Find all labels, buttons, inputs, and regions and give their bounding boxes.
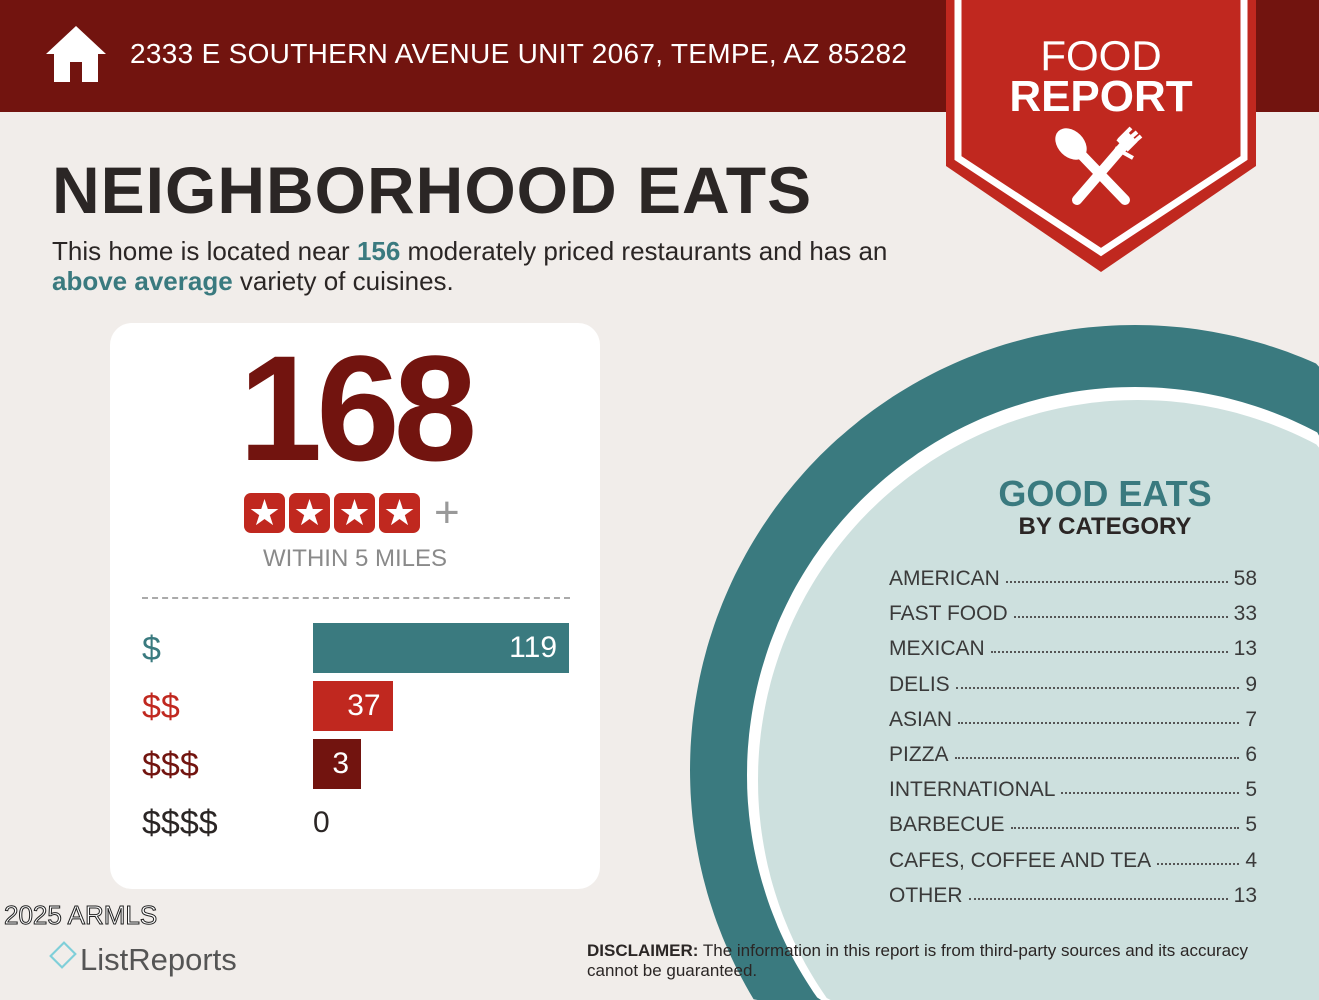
category-item: FAST FOOD 33 (889, 601, 1257, 627)
disclaimer: DISCLAIMER: The information in this repo… (587, 941, 1249, 980)
category-name: PIZZA (889, 743, 949, 766)
category-name: OTHER (889, 883, 963, 907)
listreports-logo: ListReports (49, 940, 237, 978)
category-count: 4 (1245, 848, 1257, 872)
price-tier-row: $119 (142, 623, 572, 673)
star-icon: ★ (244, 493, 285, 533)
price-tier-label: $$ (142, 688, 180, 726)
address: 2333 E SOUTHERN AVENUE UNIT 2067, TEMPE,… (130, 38, 908, 69)
star-icon: ★ (334, 493, 375, 533)
category-item: INTERNATIONAL 5 (889, 777, 1257, 803)
category-count: 6 (1245, 743, 1257, 766)
category-name: BARBECUE (889, 813, 1005, 837)
intro-text: This home is located near 156 moderately… (52, 236, 888, 296)
leader-dots (968, 897, 1228, 900)
leader-dots (1157, 862, 1240, 865)
category-item: DELIS 9 (889, 672, 1257, 698)
category-count: 13 (1233, 637, 1257, 661)
leader-dots (954, 757, 1240, 759)
leader-dots (1005, 581, 1228, 583)
category-item: CAFES, COFFEE AND TEA 4 (889, 848, 1257, 874)
price-tier-bar: 3 (313, 739, 361, 789)
leader-dots (990, 651, 1228, 654)
good-eats-subtitle: BY CATEGORY (1018, 513, 1192, 540)
circle-inner (758, 400, 1319, 1000)
star-icon: ★ (379, 493, 420, 533)
spoon-fork-icon (1055, 126, 1143, 205)
leader-dots (1061, 792, 1240, 795)
banner-line2: REPORT (1009, 72, 1193, 121)
category-name: AMERICAN (889, 567, 1000, 590)
star-icon: ★ (289, 493, 330, 533)
category-name: INTERNATIONAL (889, 778, 1056, 802)
plus-icon: + (434, 488, 460, 537)
logo-icon (49, 941, 77, 969)
leader-dots (1010, 827, 1240, 830)
category-name: MEXICAN (889, 637, 985, 661)
category-circle (690, 325, 1319, 1000)
category-count: 5 (1245, 778, 1257, 802)
category-item: ASIAN 7 (889, 707, 1257, 733)
banner-line1: FOOD (1040, 32, 1162, 79)
leader-dots (955, 686, 1240, 689)
price-tier-bar: 119 (313, 623, 569, 673)
category-count: 58 (1233, 567, 1257, 590)
good-eats-title: GOOD EATS (998, 473, 1212, 514)
page-title: NEIGHBORHOOD EATS (52, 153, 813, 227)
category-item: BARBECUE 5 (889, 812, 1257, 838)
category-count: 5 (1245, 813, 1257, 837)
category-count: 33 (1233, 602, 1257, 626)
category-item: MEXICAN 13 (889, 636, 1257, 662)
category-count: 13 (1233, 883, 1257, 907)
food-report-banner (946, 0, 1256, 272)
within-label: WITHIN 5 MILES (262, 545, 448, 572)
category-name: DELIS (889, 672, 950, 696)
house-icon (46, 26, 106, 82)
price-tier-value: 0 (313, 806, 330, 839)
leader-dots (1013, 616, 1228, 619)
category-name: CAFES, COFFEE AND TEA (889, 848, 1152, 872)
category-count: 7 (1245, 707, 1257, 731)
divider (142, 597, 570, 599)
price-tier-label: $ (142, 630, 161, 668)
category-name: ASIAN (889, 707, 953, 731)
price-tier-row: $$ 37 (142, 681, 572, 731)
price-tier-row: $$$ 3 (142, 739, 572, 789)
price-tier-row: $$$$ 0 (142, 797, 572, 847)
price-tier-label: $$$ (142, 746, 199, 784)
price-tier-bar: 37 (313, 681, 393, 731)
price-tier-label: $$$$ (142, 804, 218, 842)
category-item: PIZZA 6 (889, 742, 1257, 768)
copyright: 2025 ARMLS (3, 900, 158, 931)
summary-card: 168 ★ ★ ★ ★ + WITHIN 5 MILES $119 $$ 37 $$$… (110, 323, 600, 889)
category-count: 9 (1245, 672, 1257, 696)
category-item: AMERICAN 58 (889, 566, 1257, 592)
category-name: FAST FOOD (889, 602, 1008, 626)
total-restaurants: 168 (238, 324, 477, 492)
category-item: OTHER 13 (889, 883, 1257, 909)
star-rating: ★ ★ ★ ★ + (244, 488, 460, 537)
leader-dots (958, 721, 1240, 724)
